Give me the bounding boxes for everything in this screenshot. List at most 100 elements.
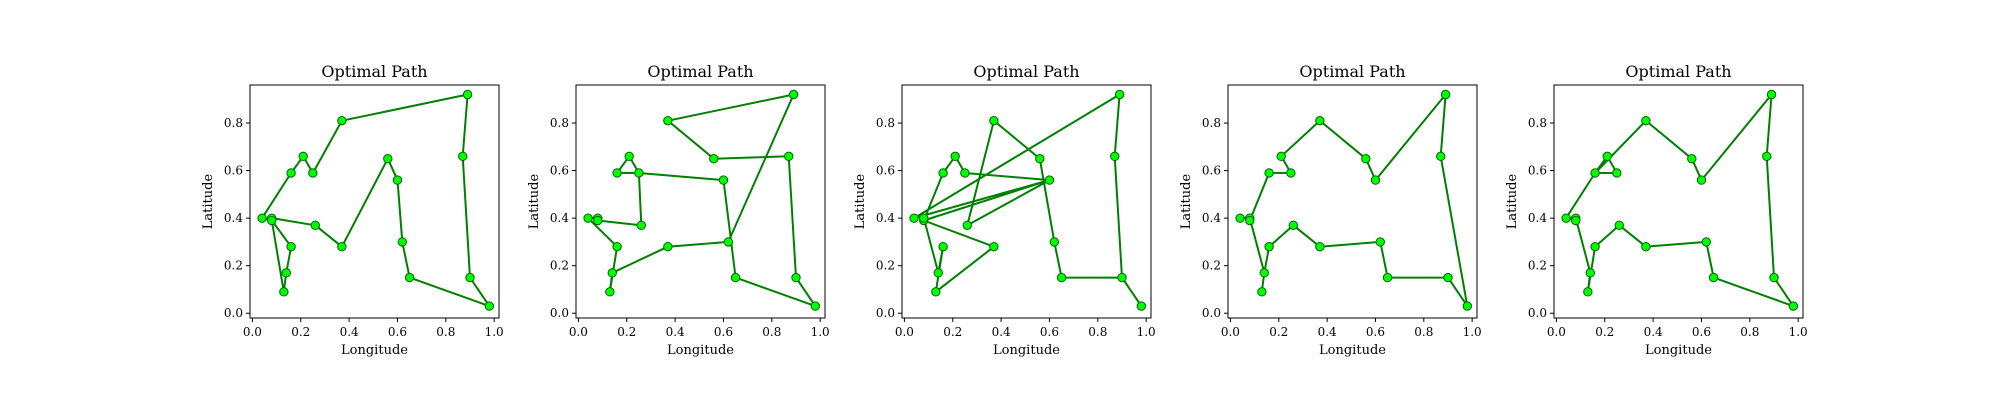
- x-tick-label: 1.0: [1789, 325, 1808, 339]
- city-marker: [605, 287, 615, 297]
- plot-frame: [901, 84, 1152, 319]
- x-tick-label: 1.0: [811, 325, 830, 339]
- x-tick-label: 0.6: [1040, 325, 1059, 339]
- city-marker: [404, 272, 415, 283]
- city-marker: [593, 215, 603, 226]
- chart-panel-5: Optimal Path 0.0 0.2 0.4 0.6 0.8 1.0 0.0 0.2 0.4 0…: [1505, 62, 1808, 358]
- x-tick-label: 0.0: [243, 325, 262, 339]
- city-marker: [1286, 168, 1296, 178]
- city-marker: [636, 220, 646, 230]
- chart-panel-4: Optimal Path 0.0 0.2 0.4 0.6 0.8 1.0 0.0 0.2 0.4 0…: [1179, 62, 1482, 358]
- city-marker: [1259, 268, 1269, 278]
- city-marker: [1641, 115, 1651, 126]
- x-tick-label: 0.2: [617, 325, 636, 339]
- y-tick-label: 0.4: [876, 211, 895, 225]
- city-marker: [1762, 151, 1772, 162]
- y-tick-label: 0.6: [1202, 164, 1221, 178]
- city-marker: [1585, 268, 1595, 278]
- city-marker: [286, 168, 296, 178]
- plot-frame: [575, 84, 826, 319]
- city-marker: [484, 301, 495, 311]
- x-tick-label: 0.4: [340, 325, 359, 339]
- city-marker: [909, 213, 919, 223]
- city-marker: [960, 168, 970, 178]
- city-marker: [634, 168, 644, 178]
- city-marker: [931, 287, 941, 297]
- x-tick-label: 0.0: [1221, 325, 1240, 339]
- y-tick-label: 0.8: [876, 116, 895, 130]
- city-marker: [1110, 151, 1120, 162]
- x-tick-label: 0.4: [1644, 325, 1663, 339]
- y-axis-label: Latitude: [1505, 174, 1520, 230]
- city-marker: [663, 241, 673, 252]
- city-marker: [989, 241, 999, 252]
- city-marker: [989, 115, 999, 126]
- city-marker: [1370, 175, 1381, 185]
- city-marker: [1049, 237, 1060, 247]
- city-marker: [1315, 115, 1325, 126]
- city-marker: [938, 168, 948, 178]
- city-marker: [1561, 213, 1571, 223]
- city-marker: [286, 241, 296, 252]
- y-tick-label: 0.0: [876, 306, 895, 320]
- city-marker: [1257, 287, 1267, 297]
- x-axis-label: Longitude: [341, 343, 408, 358]
- y-tick-label: 0.2: [1202, 259, 1221, 273]
- y-tick-label: 0.2: [1528, 259, 1547, 273]
- city-marker: [1288, 220, 1298, 230]
- x-axis-label: Longitude: [1319, 343, 1386, 358]
- x-tick-label: 0.2: [1595, 325, 1614, 339]
- city-marker: [267, 215, 277, 226]
- city-marker: [1044, 175, 1055, 185]
- city-marker: [1614, 220, 1624, 230]
- chart-panel-2: Optimal Path 0.0 0.2 0.4 0.6 0.8 1.0 0.0 0.2 0.4 0…: [527, 62, 830, 358]
- plot-frame: [1553, 84, 1804, 319]
- y-tick-label: 0.4: [1202, 211, 1221, 225]
- x-tick-label: 1.0: [485, 325, 504, 339]
- x-tick-label: 0.2: [943, 325, 962, 339]
- city-marker: [281, 268, 291, 278]
- city-marker: [1361, 154, 1371, 164]
- route-line: [1240, 93, 1469, 308]
- y-tick-label: 0.4: [224, 211, 243, 225]
- y-tick-label: 0.6: [876, 164, 895, 178]
- city-marker: [950, 151, 960, 162]
- city-marker: [1443, 272, 1453, 283]
- city-marker: [337, 115, 347, 126]
- city-marker: [1136, 301, 1147, 311]
- city-marker: [257, 213, 267, 223]
- chart-panel-1: Optimal Path 0.0 0.2 0.4 0.6 0.8 1.0 0.0 0.2 0.4 0…: [201, 62, 504, 358]
- y-tick-label: 0.6: [550, 164, 569, 178]
- x-tick-label: 0.0: [569, 325, 588, 339]
- x-tick-label: 0.6: [1366, 325, 1385, 339]
- x-axis-label: Longitude: [993, 343, 1060, 358]
- x-tick-label: 1.0: [1463, 325, 1482, 339]
- x-tick-label: 0.4: [666, 325, 685, 339]
- y-axis-label: Latitude: [853, 174, 868, 230]
- chart-title: Optimal Path: [1299, 62, 1405, 81]
- city-marker: [1440, 89, 1451, 100]
- city-marker: [583, 213, 593, 223]
- city-marker: [1035, 154, 1045, 164]
- city-marker: [933, 268, 943, 278]
- city-marker: [1235, 213, 1245, 223]
- x-tick-label: 0.8: [1740, 325, 1759, 339]
- city-marker: [718, 175, 729, 185]
- city-marker: [1375, 237, 1386, 247]
- x-axis-label: Longitude: [667, 343, 734, 358]
- city-marker: [1766, 89, 1777, 100]
- y-tick-label: 0.8: [1202, 116, 1221, 130]
- city-marker: [462, 89, 473, 100]
- city-marker: [1571, 215, 1581, 226]
- chart-title: Optimal Path: [973, 62, 1079, 81]
- city-marker: [1701, 237, 1712, 247]
- x-tick-label: 0.2: [1269, 325, 1288, 339]
- city-marker: [308, 168, 318, 178]
- y-tick-label: 0.4: [1528, 211, 1547, 225]
- city-marker: [938, 241, 948, 252]
- x-tick-label: 0.8: [762, 325, 781, 339]
- city-marker: [1696, 175, 1707, 185]
- city-marker: [607, 268, 617, 278]
- city-marker: [279, 287, 289, 297]
- city-marker: [392, 175, 403, 185]
